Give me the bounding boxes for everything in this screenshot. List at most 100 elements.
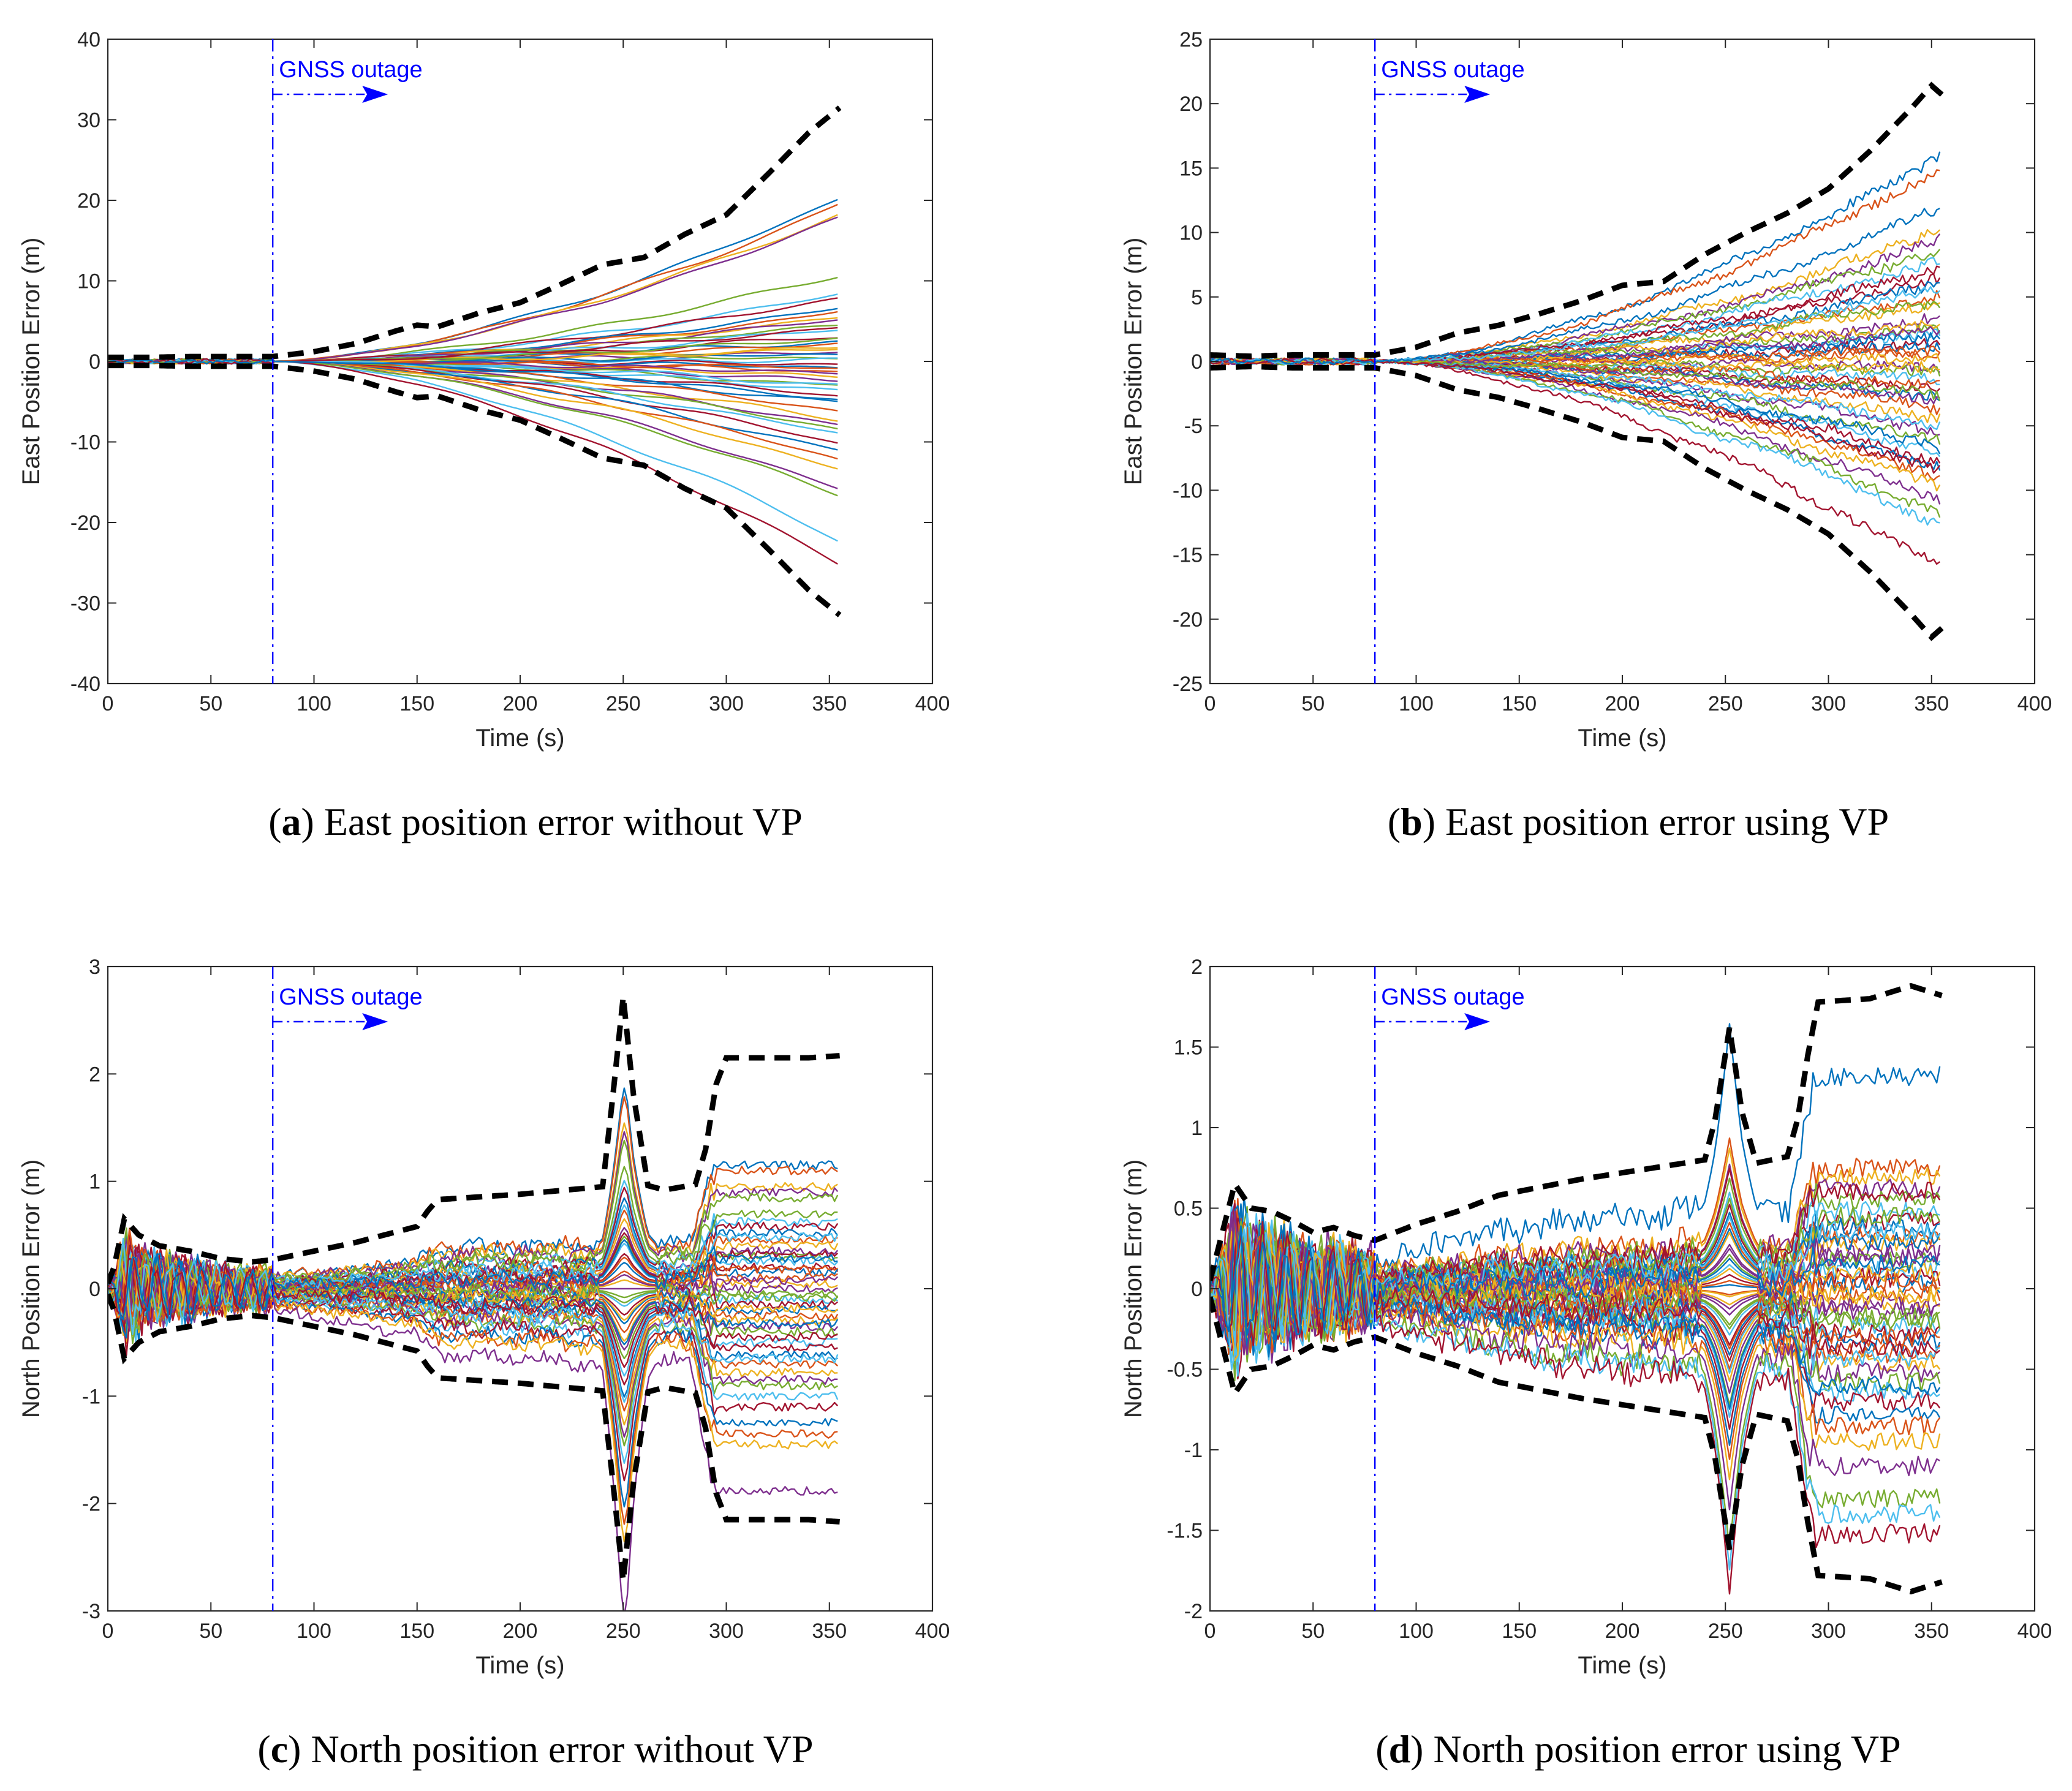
x-tick-label: 0	[102, 692, 114, 715]
x-tick-label: 300	[709, 1619, 744, 1643]
y-tick-label: -40	[70, 673, 100, 696]
x-tick-label: 250	[1708, 692, 1743, 715]
x-tick-label: 300	[709, 692, 744, 715]
caption-text-b: East position error using VP	[1445, 800, 1889, 843]
x-axis-label: Time (s)	[475, 1652, 564, 1679]
y-tick-label: 30	[77, 109, 100, 132]
x-tick-label: 50	[1301, 1619, 1325, 1643]
x-tick-label: 250	[1708, 1619, 1743, 1643]
y-tick-label: 1	[89, 1171, 100, 1194]
x-tick-label: 200	[503, 692, 538, 715]
envelope-lower-line	[1210, 363, 1944, 641]
outage-arrow-head	[1464, 86, 1491, 103]
run-line	[108, 358, 838, 565]
x-tick-label: 300	[1811, 692, 1846, 715]
envelope-upper-line	[1210, 81, 1944, 360]
run-line	[1210, 1225, 1940, 1353]
run-line	[108, 1245, 838, 1368]
caption-letter-c: c	[271, 1727, 288, 1771]
x-tick-label: 300	[1811, 1619, 1846, 1643]
y-axis-label: North Position Error (m)	[1120, 1159, 1147, 1418]
caption-d: (d) North position error using VP	[1375, 1727, 1900, 1771]
run-line	[1210, 1221, 1940, 1362]
x-tick-label: 400	[2017, 692, 2052, 715]
x-tick-label: 100	[1399, 692, 1434, 715]
y-tick-label: -1.5	[1166, 1520, 1203, 1543]
run-line	[1210, 1210, 1940, 1371]
panel-b: 0 50 100 150 200 250 300 350 400 -25 -20 -15 -10 -5 0 5…	[1120, 28, 2052, 843]
envelope-lower-line	[1210, 1296, 1943, 1595]
y-tick-label: 1.5	[1174, 1036, 1203, 1060]
run-line	[108, 358, 838, 369]
plot-area	[108, 105, 842, 617]
x-tick-label: 150	[399, 692, 434, 715]
outage-label: GNSS outage	[279, 57, 422, 83]
y-tick-label: 20	[1179, 92, 1203, 116]
x-tick-label: 100	[1399, 1619, 1434, 1643]
y-tick-label: -1	[82, 1385, 100, 1408]
run-line	[108, 326, 838, 365]
plot-area	[1210, 81, 1944, 641]
plot-area	[108, 996, 840, 1611]
x-tick-label: 100	[297, 1619, 331, 1643]
run-line	[108, 1238, 838, 1611]
run-line	[108, 359, 838, 401]
x-tick-label: 400	[2017, 1619, 2052, 1643]
y-axis-label: North Position Error (m)	[18, 1159, 45, 1418]
x-tick-label: 250	[606, 1619, 641, 1643]
y-tick-label: 0	[89, 350, 100, 374]
x-axis-label: Time (s)	[1578, 1652, 1666, 1679]
run-line	[1210, 208, 1940, 366]
y-tick-label: -5	[1184, 415, 1203, 438]
caption-text-a: East position error without VP	[324, 800, 803, 843]
outage-arrow-head	[362, 1013, 388, 1030]
y-tick-label: -2	[82, 1493, 100, 1516]
x-tick-label: 0	[102, 1619, 114, 1643]
run-line	[1210, 357, 1941, 474]
envelope-upper-line	[108, 996, 840, 1284]
x-tick-label: 150	[399, 1619, 434, 1643]
y-tick-label: -20	[70, 511, 100, 535]
envelope-lower-line	[108, 1293, 840, 1582]
x-tick-label: 50	[1301, 692, 1325, 715]
y-tick-label: 2	[89, 1063, 100, 1086]
outage-arrow-head	[362, 86, 388, 103]
run-line	[108, 358, 838, 385]
x-tick-label: 350	[1914, 692, 1949, 715]
caption-text-d: North position error using VP	[1433, 1727, 1900, 1771]
y-axis-label: East Position Error (m)	[18, 238, 45, 486]
y-tick-label: -20	[1173, 608, 1203, 632]
y-tick-label: 10	[77, 270, 100, 293]
run-line	[1210, 169, 1940, 366]
y-tick-label: 0	[1191, 1278, 1203, 1301]
envelope-lower-line	[108, 363, 842, 617]
y-tick-label: 20	[77, 189, 100, 213]
run-line	[1210, 1222, 1940, 1362]
y-tick-label: -10	[1173, 479, 1203, 502]
caption-a: (a) East position error without VP	[268, 800, 803, 843]
x-tick-label: 100	[297, 692, 331, 715]
y-tick-label: -15	[1173, 544, 1203, 567]
run-line	[108, 1248, 839, 1337]
run-line	[108, 1251, 838, 1508]
x-tick-label: 150	[1502, 1619, 1537, 1643]
panel-d: 0 50 100 150 200 250 300 350 400 -2 -1.5 -1 -0.5 0 0.5…	[1120, 956, 2052, 1771]
y-tick-label: -0.5	[1166, 1359, 1203, 1382]
y-tick-label: 0	[89, 1278, 100, 1301]
run-line	[108, 1239, 838, 1324]
caption-letter-b: b	[1401, 800, 1423, 843]
panel-a: 0 50 100 150 200 250 300 350 400 -40 -30 -20 -10 0 10 2…	[18, 28, 950, 843]
caption-b: (b) East position error using VP	[1388, 800, 1889, 843]
y-tick-label: -25	[1173, 673, 1203, 696]
y-tick-label: 25	[1179, 28, 1203, 51]
run-line	[108, 1246, 839, 1412]
y-tick-label: -3	[82, 1600, 100, 1623]
y-tick-label: 10	[1179, 222, 1203, 245]
envelope-upper-line	[108, 105, 842, 360]
outage-label: GNSS outage	[279, 984, 422, 1010]
outage-label: GNSS outage	[1381, 57, 1524, 83]
x-tick-label: 50	[199, 1619, 222, 1643]
run-line	[108, 358, 838, 542]
run-line	[1210, 1212, 1940, 1356]
